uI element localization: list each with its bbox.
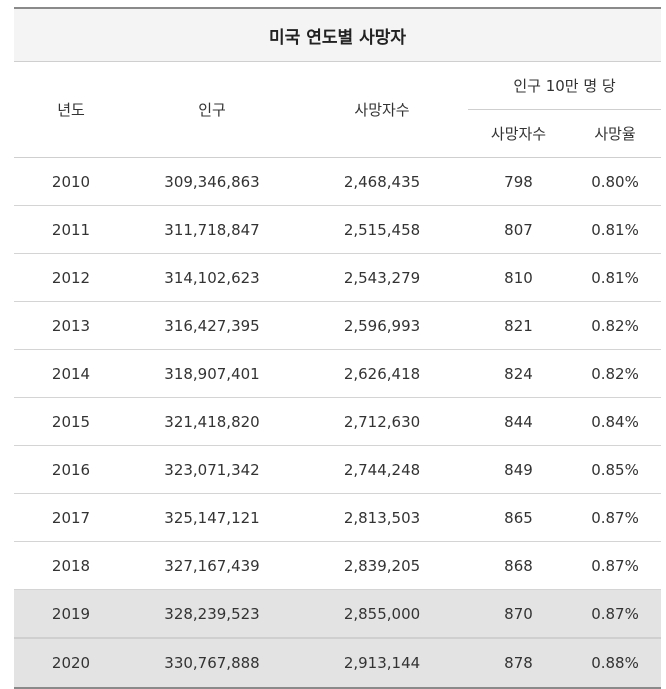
cell-death-rate: 0.81% xyxy=(569,253,662,302)
cell-year: 2019 xyxy=(14,589,128,639)
cell-population: 330,767,888 xyxy=(128,637,296,689)
cell-deaths: 2,839,205 xyxy=(296,541,468,590)
cell-population: 314,102,623 xyxy=(128,253,296,302)
table-row: 2010 309,346,863 2,468,435 798 0.80% xyxy=(14,157,662,206)
table-row: 2015 321,418,820 2,712,630 844 0.84% xyxy=(14,397,662,446)
table-title-row: 미국 연도별 사망자 xyxy=(14,7,662,62)
cell-population: 325,147,121 xyxy=(128,493,296,542)
cell-deaths: 2,596,993 xyxy=(296,301,468,350)
header-per-100k-deaths: 사망자수 xyxy=(468,109,569,158)
deaths-table-container: 미국 연도별 사망자 년도 인구 사망자수 인구 10만 명 당 사망자수 사망… xyxy=(14,7,662,689)
header-per-100k-group: 인구 10만 명 당 xyxy=(468,61,662,110)
cell-death-rate: 0.85% xyxy=(569,445,662,494)
cell-population: 323,071,342 xyxy=(128,445,296,494)
cell-deaths: 2,515,458 xyxy=(296,205,468,254)
cell-per-100k-deaths: 865 xyxy=(468,493,569,542)
cell-year: 2018 xyxy=(14,541,128,590)
cell-population: 309,346,863 xyxy=(128,157,296,206)
header-deaths: 사망자수 xyxy=(296,61,468,158)
subheader-row: 사망자수 사망율 xyxy=(14,109,662,158)
cell-per-100k-deaths: 870 xyxy=(468,589,569,639)
cell-per-100k-deaths: 878 xyxy=(468,637,569,689)
table-title: 미국 연도별 사망자 xyxy=(14,7,662,62)
cell-year: 2013 xyxy=(14,301,128,350)
cell-per-100k-deaths: 807 xyxy=(468,205,569,254)
table-body: 2010 309,346,863 2,468,435 798 0.80% 2011 311,… xyxy=(14,157,662,689)
cell-population: 311,718,847 xyxy=(128,205,296,254)
table-row: 2014 318,907,401 2,626,418 824 0.82% xyxy=(14,349,662,398)
cell-deaths: 2,913,144 xyxy=(296,637,468,689)
cell-year: 2016 xyxy=(14,445,128,494)
cell-year: 2010 xyxy=(14,157,128,206)
cell-death-rate: 0.88% xyxy=(569,637,662,689)
cell-population: 328,239,523 xyxy=(128,589,296,639)
header-population: 인구 xyxy=(128,61,296,158)
cell-year: 2014 xyxy=(14,349,128,398)
table-row: 2019 328,239,523 2,855,000 870 0.87% xyxy=(14,589,662,639)
cell-death-rate: 0.80% xyxy=(569,157,662,206)
cell-deaths: 2,543,279 xyxy=(296,253,468,302)
cell-year: 2011 xyxy=(14,205,128,254)
cell-per-100k-deaths: 810 xyxy=(468,253,569,302)
table-row: 2016 323,071,342 2,744,248 849 0.85% xyxy=(14,445,662,494)
table-row: 2017 325,147,121 2,813,503 865 0.87% xyxy=(14,493,662,542)
cell-deaths: 2,712,630 xyxy=(296,397,468,446)
cell-year: 2020 xyxy=(14,637,128,689)
table-row: 2011 311,718,847 2,515,458 807 0.81% xyxy=(14,205,662,254)
cell-death-rate: 0.82% xyxy=(569,349,662,398)
cell-death-rate: 0.82% xyxy=(569,301,662,350)
cell-death-rate: 0.87% xyxy=(569,589,662,639)
cell-deaths: 2,813,503 xyxy=(296,493,468,542)
header-row: 년도 인구 사망자수 인구 10만 명 당 xyxy=(14,61,662,158)
cell-deaths: 2,744,248 xyxy=(296,445,468,494)
cell-deaths: 2,855,000 xyxy=(296,589,468,639)
cell-death-rate: 0.81% xyxy=(569,205,662,254)
table-row: 2013 316,427,395 2,596,993 821 0.82% xyxy=(14,301,662,350)
table-row: 2020 330,767,888 2,913,144 878 0.88% xyxy=(14,637,662,689)
table-row: 2018 327,167,439 2,839,205 868 0.87% xyxy=(14,541,662,590)
cell-population: 318,907,401 xyxy=(128,349,296,398)
cell-per-100k-deaths: 844 xyxy=(468,397,569,446)
cell-year: 2015 xyxy=(14,397,128,446)
cell-deaths: 2,626,418 xyxy=(296,349,468,398)
cell-population: 316,427,395 xyxy=(128,301,296,350)
cell-year: 2012 xyxy=(14,253,128,302)
cell-year: 2017 xyxy=(14,493,128,542)
cell-population: 321,418,820 xyxy=(128,397,296,446)
deaths-table: 미국 연도별 사망자 년도 인구 사망자수 인구 10만 명 당 사망자수 사망… xyxy=(14,7,662,689)
header-death-rate: 사망율 xyxy=(569,109,662,158)
cell-per-100k-deaths: 824 xyxy=(468,349,569,398)
cell-death-rate: 0.87% xyxy=(569,493,662,542)
cell-death-rate: 0.87% xyxy=(569,541,662,590)
cell-deaths: 2,468,435 xyxy=(296,157,468,206)
cell-per-100k-deaths: 868 xyxy=(468,541,569,590)
cell-population: 327,167,439 xyxy=(128,541,296,590)
cell-per-100k-deaths: 798 xyxy=(468,157,569,206)
cell-death-rate: 0.84% xyxy=(569,397,662,446)
cell-per-100k-deaths: 849 xyxy=(468,445,569,494)
cell-per-100k-deaths: 821 xyxy=(468,301,569,350)
header-year: 년도 xyxy=(14,61,128,158)
table-row: 2012 314,102,623 2,543,279 810 0.81% xyxy=(14,253,662,302)
